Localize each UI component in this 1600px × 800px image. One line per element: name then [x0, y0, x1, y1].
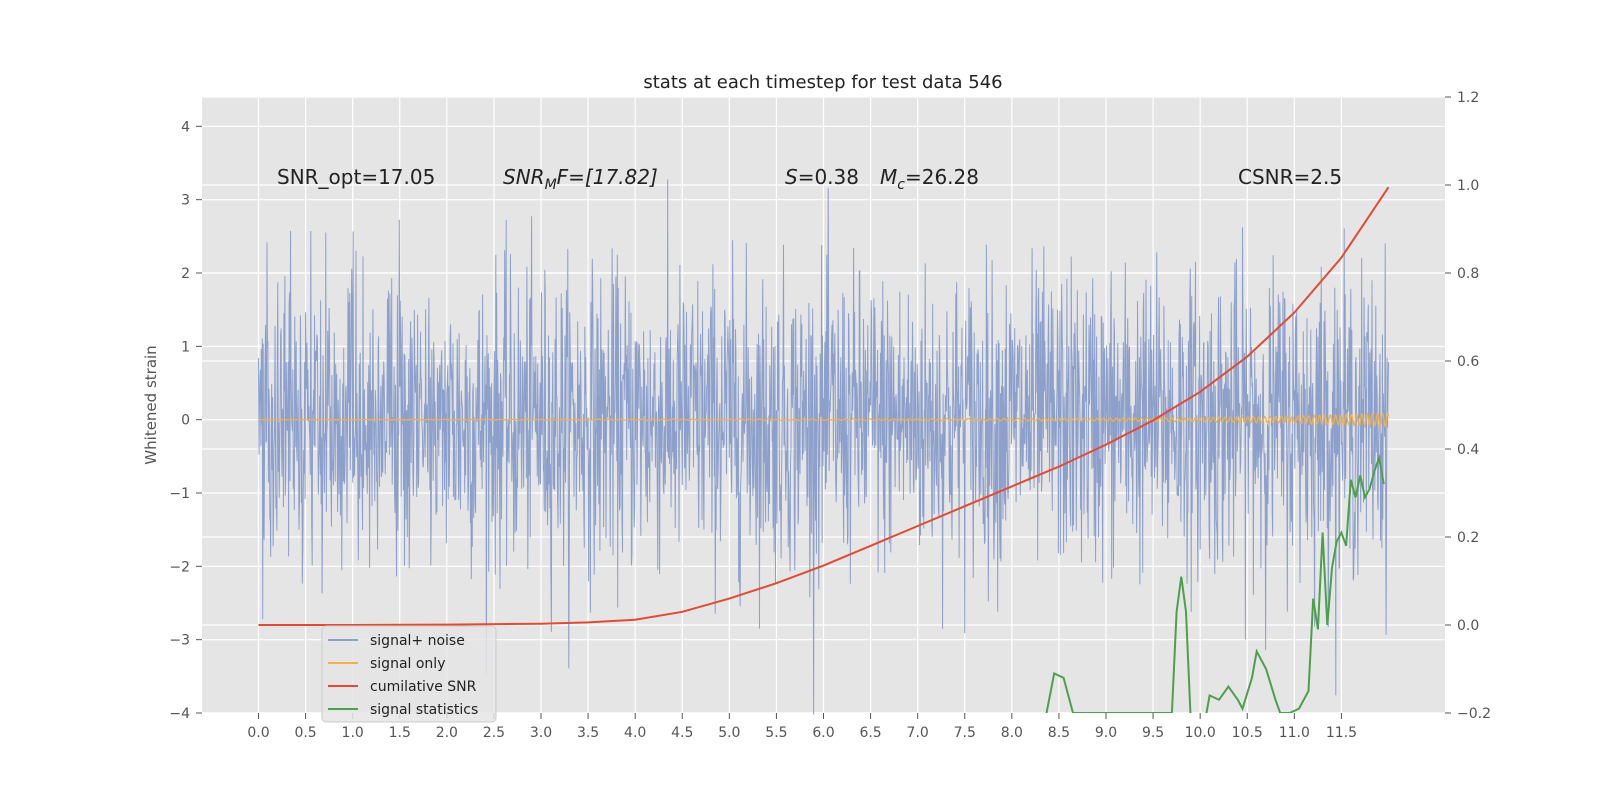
annotation-snr-opt: SNR_opt=17.05 [277, 165, 435, 189]
y-axis-title: Whitened strain [142, 345, 160, 464]
series-line-cumilative-snr [258, 186, 1390, 626]
annotation-mc-value: =26.28 [905, 165, 979, 189]
annotation-snr-mf-main: SNR [503, 165, 545, 189]
legend: signal+ noise signal only cumilative SNR… [321, 625, 497, 723]
x-tick-label: 10.0 [1185, 725, 1216, 741]
annotation-mc-sub: c [897, 177, 905, 193]
x-tick-label: 4.0 [624, 725, 646, 741]
y-tick-label: −4 [169, 706, 190, 722]
y-tick-label: 4 [181, 119, 190, 135]
annotation-csnr: CSNR=2.5 [1238, 165, 1342, 189]
x-tick-label: 5.0 [718, 725, 740, 741]
x-tick-label: 8.5 [1048, 725, 1070, 741]
annotation-snr-mf-tail: F=[17.82] [557, 165, 658, 189]
y-tick-label: −1 [169, 486, 190, 502]
chart-title: stats at each timestep for test data 546 [643, 72, 1002, 93]
y-tick-label: 2 [181, 266, 190, 282]
series-line-signal-only [258, 410, 1390, 429]
x-tick-label: 0.0 [247, 725, 269, 741]
x-tick-label: 3.0 [530, 725, 552, 741]
legend-label-signal-statistics: signal statistics [370, 702, 478, 718]
series-line-signal-noise [258, 179, 1389, 715]
y2-tick-label: −0.2 [1457, 706, 1491, 722]
x-tick-label: 1.5 [389, 725, 411, 741]
x-tick-label: 4.5 [671, 725, 693, 741]
y-tick-label: 3 [181, 193, 190, 209]
annotation-mc: Mc=26.28 [880, 165, 979, 193]
annotation-s-main: S [785, 165, 798, 189]
x-tick-label: 11.5 [1326, 725, 1357, 741]
x-tick-label: 8.0 [1001, 725, 1023, 741]
y2-tick-label: 0.4 [1457, 442, 1479, 458]
x-tick-label: 0.5 [294, 725, 316, 741]
x-tick-label: 9.5 [1142, 725, 1164, 741]
legend-box [321, 625, 497, 723]
y-tick-label: −2 [169, 559, 190, 575]
annotation-snr-mf: SNRMF=[17.82] [503, 165, 658, 193]
y-axis-right: −0.2 0.0 0.2 0.4 0.6 0.8 1.0 1.2 [1445, 90, 1491, 722]
y2-tick-label: 0.2 [1457, 530, 1479, 546]
y2-tick-label: 0.8 [1457, 266, 1479, 282]
series-line-signal-statistics [1045, 453, 1385, 713]
y2-tick-label: 1.2 [1457, 90, 1479, 106]
x-tick-label: 2.5 [483, 725, 505, 741]
x-axis: 0.0 0.5 1.0 1.5 2.0 2.5 3.0 3.5 4.0 4.5 5.0 5.5 6.0 6… [247, 713, 1357, 741]
annotation-s: S=0.38 [785, 165, 859, 189]
annotation-mc-main: M [880, 165, 897, 189]
x-tick-label: 7.0 [907, 725, 929, 741]
x-tick-label: 2.0 [436, 725, 458, 741]
annotation-snr-mf-sub: M [545, 177, 557, 193]
x-tick-label: 10.5 [1232, 725, 1263, 741]
x-tick-label: 6.5 [859, 725, 881, 741]
x-tick-label: 6.0 [812, 725, 834, 741]
x-tick-label: 11.0 [1279, 725, 1310, 741]
y-tick-label: 0 [181, 413, 190, 429]
annotation-s-value: =0.38 [798, 165, 859, 189]
y2-tick-label: 0.6 [1457, 354, 1479, 370]
legend-label-cumilative-snr: cumilative SNR [370, 679, 477, 695]
legend-label-signal-noise: signal+ noise [370, 633, 465, 649]
y-axis-left: −4 −3 −2 −1 0 1 2 3 4 [169, 119, 202, 722]
y-tick-label: 1 [181, 339, 190, 355]
gridlines [202, 96, 1445, 714]
y2-tick-label: 0.0 [1457, 618, 1479, 634]
x-tick-label: 3.5 [577, 725, 599, 741]
y-tick-label: −3 [169, 633, 190, 649]
x-tick-label: 7.5 [954, 725, 976, 741]
x-tick-label: 1.0 [342, 725, 364, 741]
legend-label-signal-only: signal only [370, 656, 445, 672]
y2-tick-label: 1.0 [1457, 178, 1479, 194]
x-tick-label: 5.5 [765, 725, 787, 741]
x-tick-label: 9.0 [1095, 725, 1117, 741]
